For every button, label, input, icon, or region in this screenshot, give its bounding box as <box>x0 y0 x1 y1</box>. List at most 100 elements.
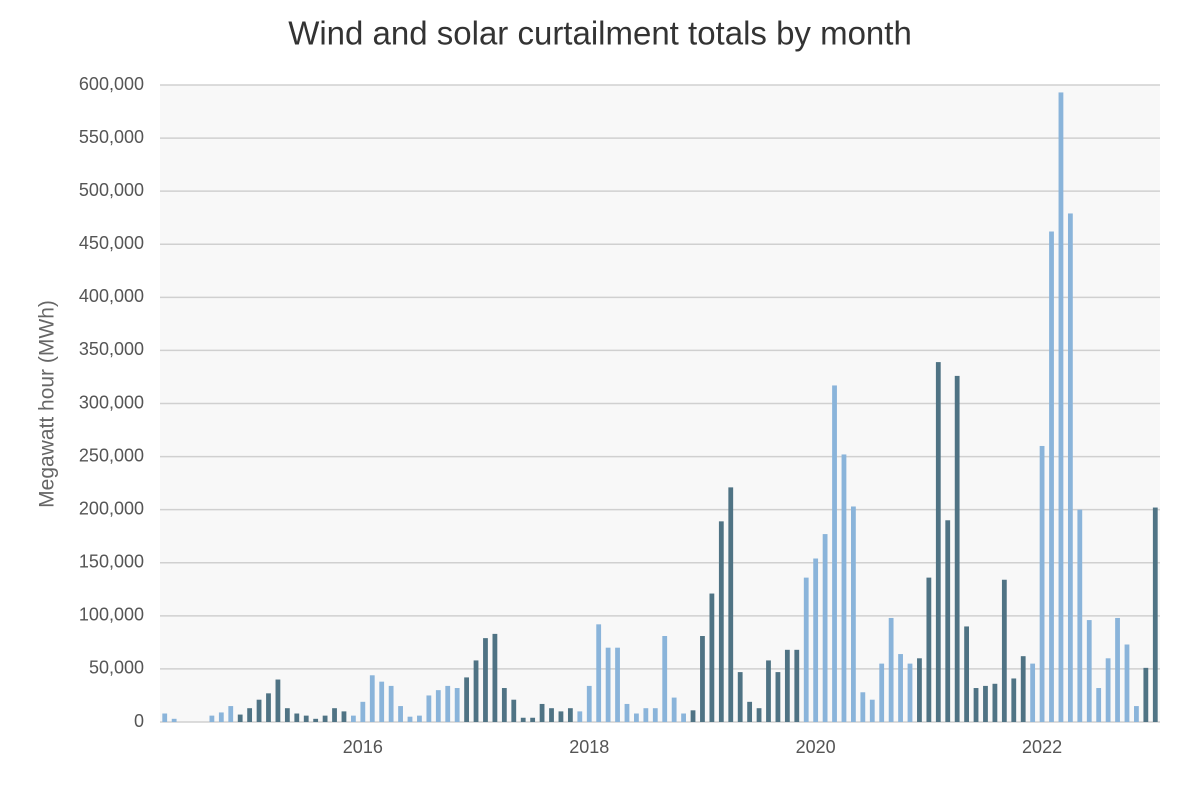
bar <box>1001 579 1007 722</box>
bar <box>520 717 526 722</box>
x-tick-label: 2016 <box>343 737 383 757</box>
bar <box>983 685 988 722</box>
bar <box>624 703 630 722</box>
y-tick-label: 300,000 <box>79 392 144 412</box>
bar <box>926 577 932 722</box>
bar <box>1105 658 1111 722</box>
bar <box>907 663 913 722</box>
bar <box>822 534 828 722</box>
bar <box>1134 706 1139 722</box>
bar <box>313 718 319 722</box>
bar <box>549 708 554 722</box>
bar <box>558 711 564 722</box>
bar <box>407 716 413 722</box>
bar <box>935 362 941 722</box>
y-tick-label: 500,000 <box>79 180 144 200</box>
bar <box>171 718 177 722</box>
bar <box>464 677 470 722</box>
bar <box>237 714 243 722</box>
bar <box>718 521 724 722</box>
bar <box>369 675 375 722</box>
bar <box>275 679 281 722</box>
bar <box>860 692 866 722</box>
y-axis-label: Megawatt hour (MWh) <box>36 300 59 508</box>
bar <box>218 712 224 722</box>
bar <box>586 685 592 722</box>
bar <box>379 681 385 722</box>
bar <box>445 685 451 722</box>
y-tick-label: 550,000 <box>79 127 144 147</box>
bar <box>1049 231 1054 722</box>
bar <box>652 708 658 722</box>
bar <box>841 454 847 722</box>
bar <box>766 660 771 722</box>
bar <box>1124 644 1130 722</box>
bar <box>596 624 602 722</box>
bar <box>1115 617 1120 722</box>
bar <box>209 715 215 722</box>
bar <box>643 708 649 722</box>
bar <box>1039 445 1045 722</box>
bar <box>388 685 394 722</box>
bar <box>803 577 809 722</box>
y-tick-label: 100,000 <box>79 605 144 625</box>
bar <box>435 690 441 722</box>
bar <box>973 688 979 722</box>
bar <box>1020 656 1026 722</box>
bar <box>1077 509 1083 722</box>
bar <box>303 715 309 722</box>
bar <box>794 649 800 722</box>
bar <box>869 699 875 722</box>
bar <box>577 711 583 722</box>
bar <box>737 672 743 722</box>
bar <box>954 375 960 722</box>
bar <box>228 706 234 722</box>
y-tick-label: 150,000 <box>79 552 144 572</box>
bar <box>539 703 545 722</box>
bar <box>1086 620 1092 722</box>
bar <box>483 638 488 722</box>
bar <box>332 708 337 722</box>
bar <box>360 701 366 722</box>
bar <box>284 708 290 722</box>
bar <box>492 633 498 722</box>
bar <box>1067 213 1073 722</box>
bar <box>888 617 894 722</box>
x-tick-label: 2018 <box>569 737 609 757</box>
y-tick-label: 250,000 <box>79 445 144 465</box>
bar <box>671 697 677 722</box>
bar <box>709 593 715 722</box>
y-tick-label: 50,000 <box>89 658 144 678</box>
bar <box>964 626 970 722</box>
bar <box>350 715 356 722</box>
bar <box>247 708 253 722</box>
bar <box>1152 507 1158 722</box>
bar <box>992 683 998 722</box>
bar <box>426 695 432 722</box>
x-tick-label: 2022 <box>1022 737 1062 757</box>
bar <box>1011 678 1017 722</box>
y-tick-label: 600,000 <box>79 74 144 94</box>
bar <box>775 672 781 722</box>
bar <box>398 706 403 722</box>
bar <box>266 693 271 722</box>
bar <box>813 558 819 722</box>
bar <box>1096 688 1102 722</box>
bar <box>784 649 790 722</box>
bar <box>256 699 262 722</box>
bar <box>294 713 300 722</box>
bar <box>898 654 903 722</box>
bar <box>605 647 611 722</box>
bar <box>747 701 753 722</box>
bar <box>162 713 168 722</box>
x-tick-label: 2020 <box>796 737 836 757</box>
bar <box>1030 663 1036 722</box>
bar <box>567 708 573 722</box>
bar <box>1058 92 1064 723</box>
bar <box>756 708 762 722</box>
bar <box>850 506 856 722</box>
bar <box>473 660 479 722</box>
bar <box>945 520 951 722</box>
bar <box>700 636 705 722</box>
